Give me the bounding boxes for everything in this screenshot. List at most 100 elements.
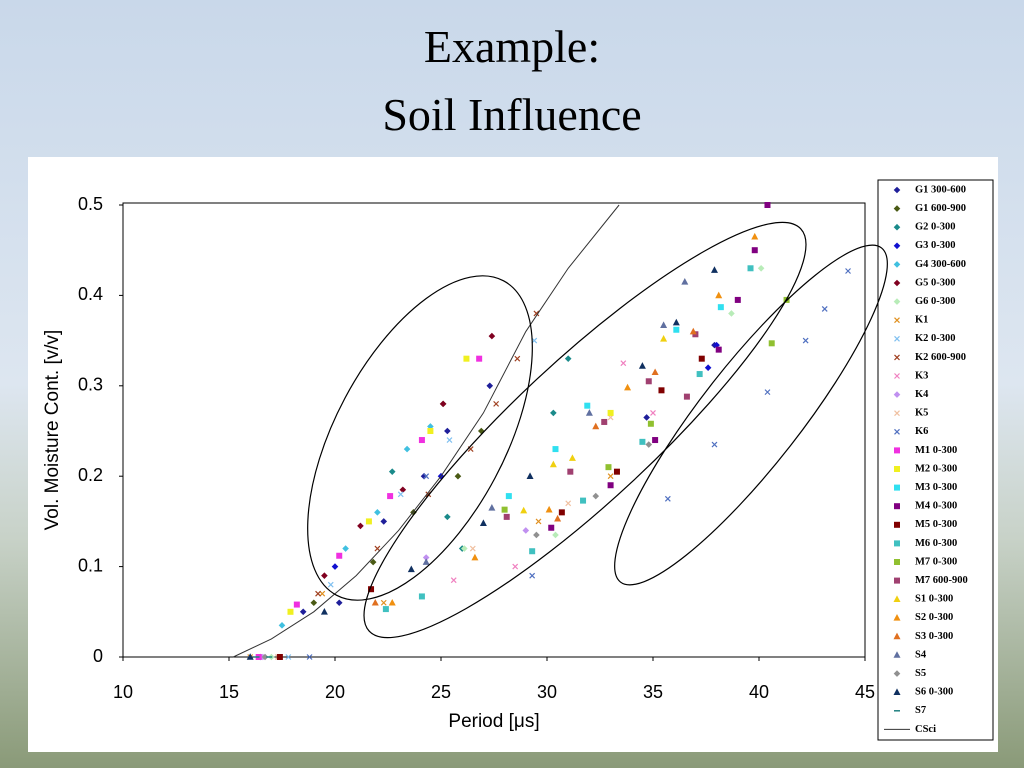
legend-label: K1 xyxy=(915,315,928,326)
marker xyxy=(568,454,576,461)
marker xyxy=(505,493,512,500)
marker xyxy=(407,565,415,573)
x-tick-label: 15 xyxy=(219,682,239,702)
legend-swatch xyxy=(893,279,901,287)
marker xyxy=(420,472,428,480)
marker xyxy=(650,409,656,416)
marker xyxy=(683,393,690,400)
legend-label: S2 0-300 xyxy=(915,612,953,623)
legend-swatch xyxy=(894,373,900,379)
marker xyxy=(696,371,703,378)
legend-label: K4 xyxy=(915,389,929,400)
marker xyxy=(503,513,510,520)
legend-label: S3 0-300 xyxy=(915,631,953,642)
marker xyxy=(306,654,313,660)
marker xyxy=(526,472,534,479)
marker xyxy=(293,601,300,608)
marker xyxy=(461,545,468,552)
marker xyxy=(751,232,759,240)
marker xyxy=(369,558,377,566)
y-axis-label: Vol. Moisture Cont. [v/v] xyxy=(42,330,63,531)
marker xyxy=(310,599,318,607)
marker xyxy=(728,310,735,317)
marker xyxy=(550,409,557,417)
marker xyxy=(639,438,646,445)
chart-panel xyxy=(28,157,998,752)
marker xyxy=(388,598,396,606)
marker xyxy=(374,545,381,552)
marker xyxy=(486,382,494,390)
marker xyxy=(422,554,430,561)
legend-swatch xyxy=(894,540,900,547)
marker xyxy=(387,493,394,500)
marker xyxy=(410,509,417,516)
marker xyxy=(342,545,349,552)
legend-swatch xyxy=(894,410,900,417)
legend-swatch xyxy=(894,559,900,565)
marker xyxy=(299,608,307,616)
x-axis-label: Period [μs] xyxy=(448,711,539,732)
marker xyxy=(565,500,572,507)
marker xyxy=(672,318,680,326)
y-tick-label: 0.1 xyxy=(78,555,103,575)
marker xyxy=(469,545,476,552)
marker xyxy=(564,355,572,362)
marker xyxy=(821,306,828,312)
marker xyxy=(488,504,496,511)
marker xyxy=(613,468,620,475)
marker xyxy=(580,497,587,504)
x-tick-label: 30 xyxy=(537,682,557,702)
marker xyxy=(607,482,614,489)
marker xyxy=(327,581,334,588)
legend-label: K6 xyxy=(915,426,928,437)
marker xyxy=(382,606,389,613)
legend-swatch xyxy=(893,223,901,231)
marker xyxy=(357,522,364,530)
ellipse xyxy=(614,244,888,586)
marker xyxy=(529,548,536,555)
marker xyxy=(320,608,328,615)
legend-label: S7 xyxy=(915,705,926,716)
x-tick-label: 10 xyxy=(113,682,133,702)
marker xyxy=(533,310,540,317)
marker xyxy=(652,437,659,444)
marker xyxy=(545,505,553,513)
annotations xyxy=(307,221,888,639)
x-tick-label: 40 xyxy=(749,682,769,702)
legend-label: G1 600-900 xyxy=(915,203,966,214)
legend-swatch xyxy=(893,391,901,398)
marker xyxy=(647,420,654,427)
marker xyxy=(520,506,528,514)
marker xyxy=(488,332,496,340)
marker xyxy=(374,509,381,516)
marker xyxy=(552,531,559,539)
legend-swatch xyxy=(894,447,900,454)
marker xyxy=(764,202,771,208)
legend-label: K3 xyxy=(915,370,928,381)
marker xyxy=(664,495,671,502)
marker xyxy=(446,437,453,443)
marker xyxy=(552,446,559,453)
legend-label: S6 0-300 xyxy=(915,687,953,698)
legend-swatch xyxy=(893,670,901,677)
marker xyxy=(444,427,451,435)
legend-swatch xyxy=(893,298,901,305)
marker xyxy=(368,586,375,593)
marker xyxy=(463,355,470,362)
marker xyxy=(747,265,754,272)
legend-label: G5 0-300 xyxy=(915,277,956,288)
marker xyxy=(418,593,425,600)
marker xyxy=(287,608,294,615)
marker xyxy=(331,563,339,570)
marker xyxy=(535,518,542,525)
marker xyxy=(418,437,425,444)
marker xyxy=(698,355,705,362)
marker xyxy=(479,519,487,527)
marker xyxy=(624,383,632,391)
marker xyxy=(558,509,565,516)
marker xyxy=(802,337,809,344)
legend-swatch xyxy=(894,577,900,584)
marker xyxy=(476,355,483,362)
marker xyxy=(529,572,536,579)
marker xyxy=(514,355,521,362)
